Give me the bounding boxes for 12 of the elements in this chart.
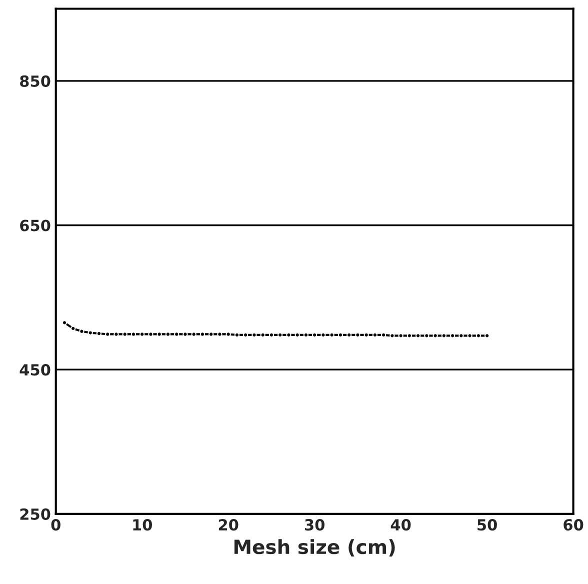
x-tick-label: 50: [478, 519, 497, 531]
x-tick-label: 20: [218, 519, 238, 531]
x-tick-label: 30: [304, 519, 324, 531]
x-tick-label: 40: [390, 519, 411, 531]
x-tick-label: 0: [51, 519, 60, 531]
x-tick-label: 60: [564, 519, 584, 531]
x-axis-title: Mesh size (cm): [234, 539, 395, 556]
y-tick-label: 250: [20, 508, 50, 520]
y-tick-label: 650: [20, 220, 50, 232]
x-tick-label: 10: [133, 519, 152, 531]
y-tick-label: 850: [20, 75, 50, 87]
y-tick-label: 450: [20, 364, 50, 376]
